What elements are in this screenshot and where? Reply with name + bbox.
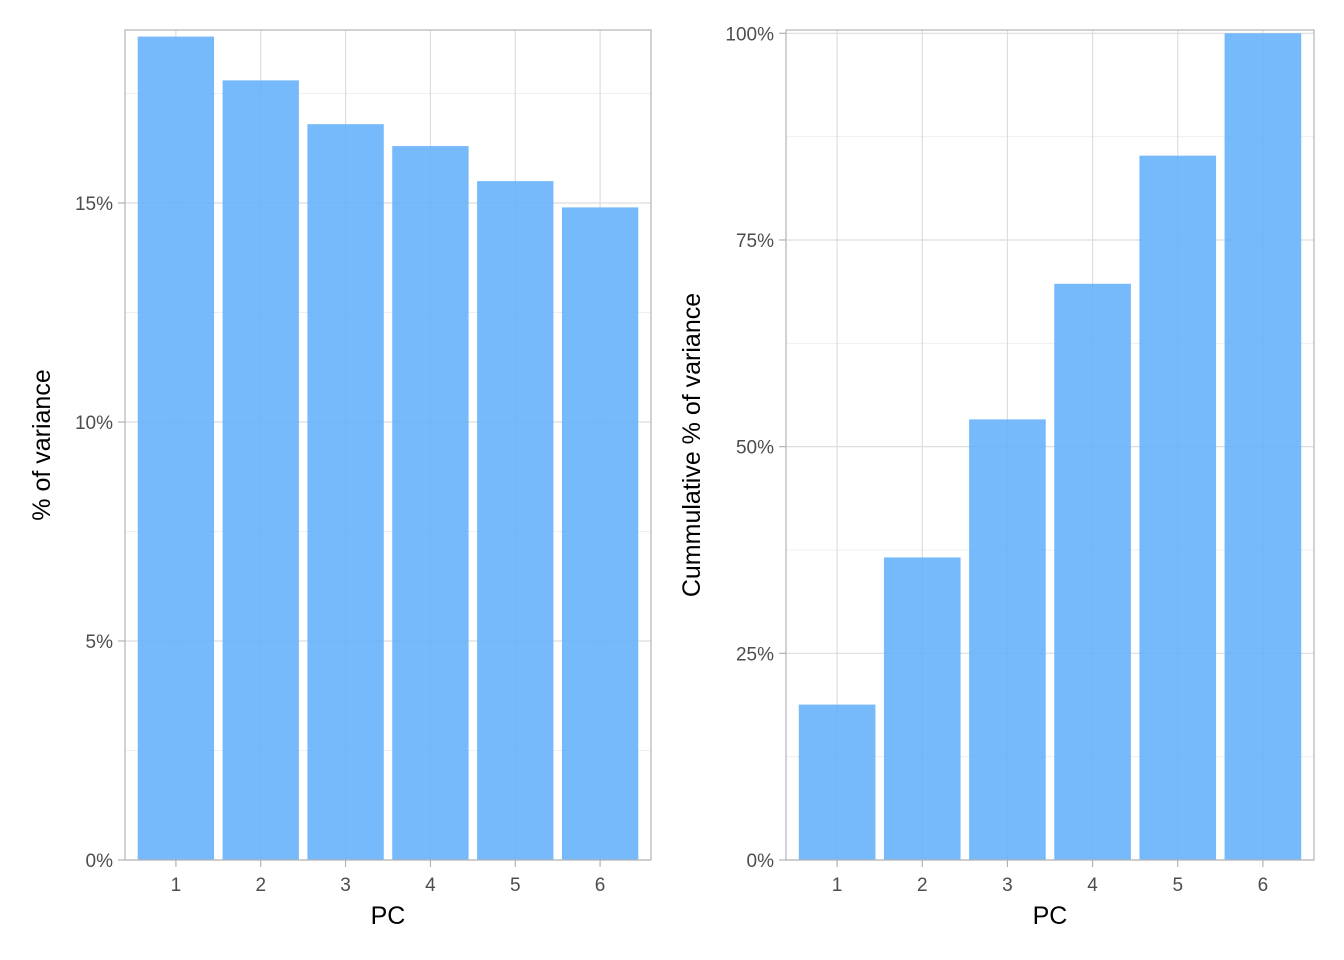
- bar-pc-6: [561, 207, 639, 860]
- x-tick-label: 6: [595, 875, 606, 896]
- x-tick-label: 3: [1002, 875, 1013, 896]
- x-tick-label: 5: [1172, 875, 1183, 896]
- bar-pc-2: [222, 80, 299, 861]
- bar-pc-1: [798, 704, 876, 860]
- x-axis-title: PC: [1033, 902, 1068, 930]
- x-tick-label: 4: [1087, 875, 1098, 896]
- y-axis-title: % of variance: [28, 369, 56, 520]
- y-tick-label: 5%: [86, 632, 114, 653]
- y-axis-title: Cummulative % of variance: [678, 293, 706, 597]
- variance-chart: 0% 5% 10% 15% 1 2 3 4 5 6 PC % of variance: [28, 29, 652, 930]
- x-tick-label: 1: [171, 875, 182, 896]
- bar-pc-4: [1054, 283, 1131, 861]
- x-tick-label: 5: [510, 875, 521, 896]
- x-tick-label: 1: [832, 875, 843, 896]
- x-tick-label: 6: [1258, 875, 1269, 896]
- y-tick-label: 25%: [736, 644, 774, 665]
- y-tick-label: 0%: [747, 851, 775, 872]
- bar-pc-2: [883, 557, 961, 860]
- x-tick-label: 2: [917, 875, 928, 896]
- y-tick-label: 100%: [725, 24, 774, 45]
- x-tick-label: 3: [340, 875, 351, 896]
- bar-pc-5: [477, 181, 554, 861]
- y-tick-label: 15%: [75, 194, 113, 215]
- cumulative-variance-chart: 0% 25% 50% 75% 100% 1 2 3 4 5 6 PC Cummulative % of …: [678, 24, 1315, 930]
- bar-pc-6: [1224, 33, 1302, 861]
- bar-pc-4: [392, 146, 469, 860]
- panel-border: [785, 29, 1315, 861]
- y-tick-label: 50%: [736, 438, 774, 459]
- y-tick-label: 10%: [75, 413, 113, 434]
- y-tick-label: 0%: [86, 851, 114, 872]
- panel-border: [124, 29, 652, 861]
- bar-pc-3: [969, 419, 1046, 860]
- bar-pc-1: [137, 36, 215, 860]
- bar-pc-3: [307, 124, 384, 860]
- x-tick-label: 2: [255, 875, 266, 896]
- y-tick-label: 75%: [736, 231, 774, 252]
- bar-pc-5: [1139, 155, 1217, 861]
- x-axis-title: PC: [371, 902, 406, 930]
- x-tick-label: 4: [425, 875, 436, 896]
